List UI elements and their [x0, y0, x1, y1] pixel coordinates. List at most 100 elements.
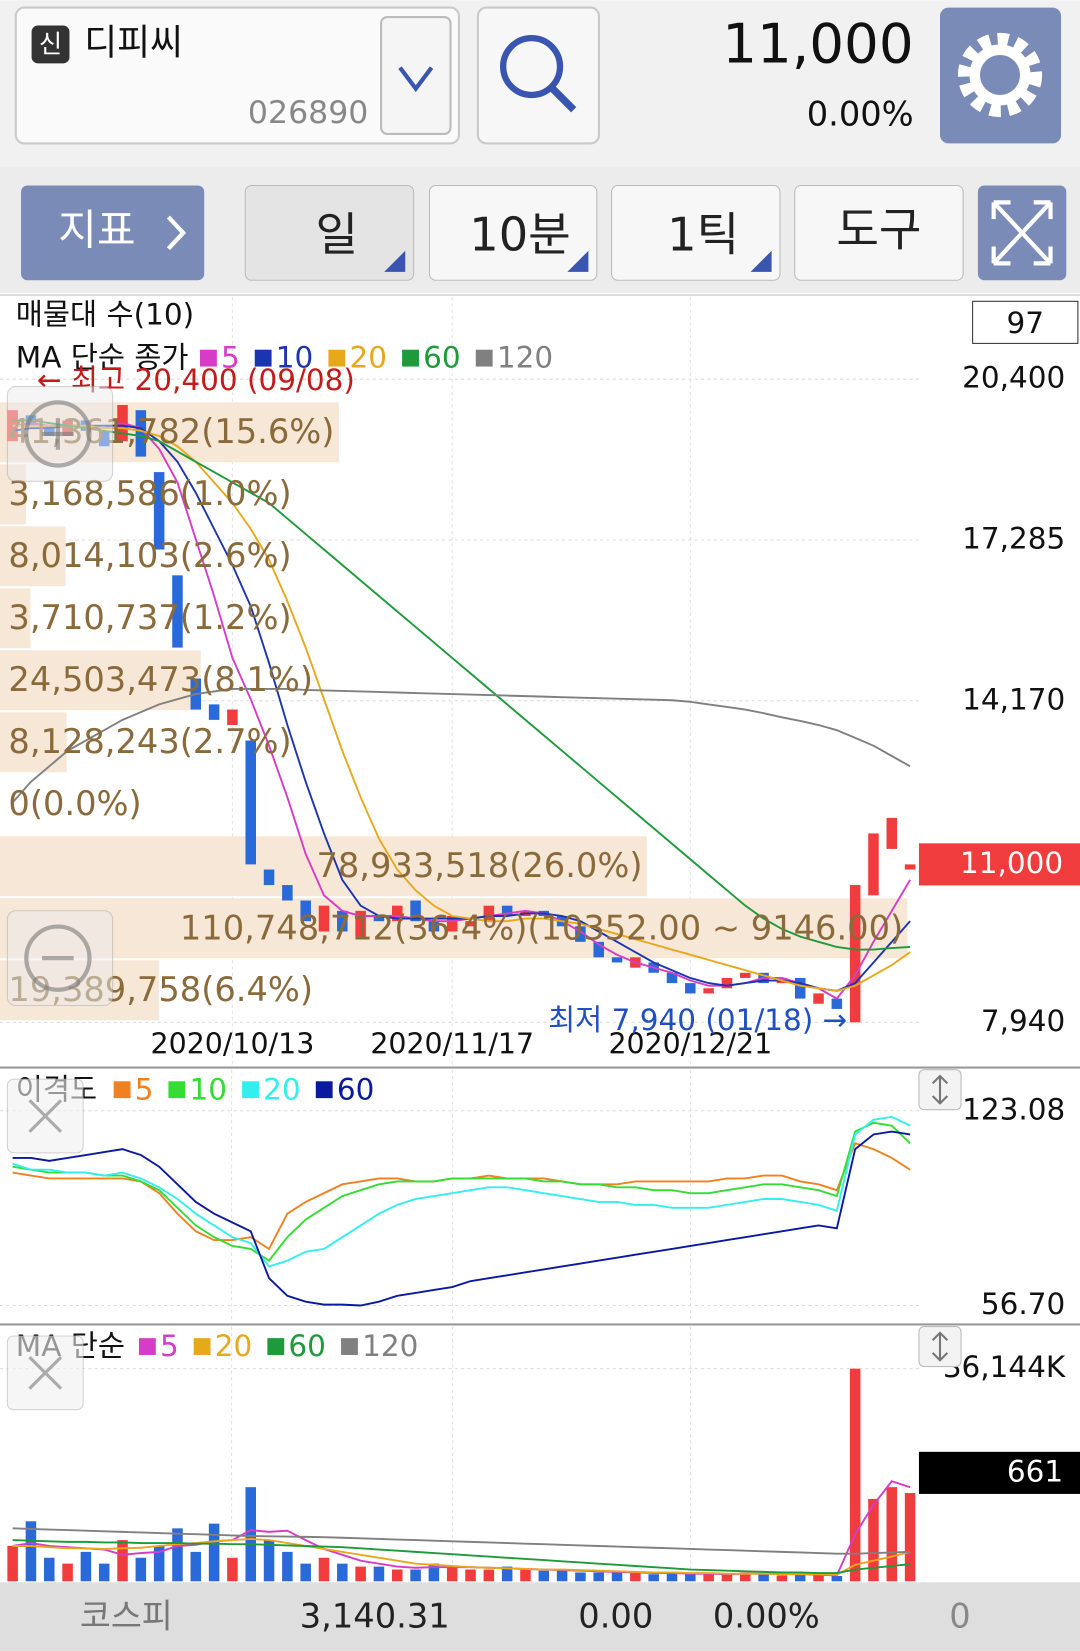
legend-swatch	[254, 349, 272, 367]
close-icon	[28, 1099, 63, 1133]
y-tick-label: 14,170	[962, 682, 1065, 716]
price: 11,000	[722, 12, 913, 76]
volume-bar	[428, 1563, 440, 1582]
search-handle	[548, 85, 577, 113]
volume-bar	[80, 1551, 92, 1582]
count: 97	[1007, 306, 1045, 340]
volume-bar	[300, 1563, 311, 1582]
indicator-button[interactable]	[21, 185, 205, 281]
ma-line	[12, 1130, 911, 1307]
volume-bar	[831, 1575, 843, 1582]
candle	[355, 910, 366, 937]
volume-bar	[630, 1572, 641, 1582]
y-tick-label: 36,144K	[943, 1350, 1066, 1384]
legend-swatch	[193, 1338, 211, 1355]
volume-bar	[245, 1487, 256, 1582]
volume-bar	[758, 1574, 769, 1582]
volume-bar	[190, 1551, 202, 1582]
gear-teeth	[957, 32, 1043, 118]
volume-profile-label: 3,710,737(1.2%)	[8, 598, 291, 637]
candle	[904, 864, 916, 870]
candle	[446, 916, 458, 932]
volume-bar	[611, 1572, 623, 1582]
legend-label: 5	[135, 1072, 154, 1106]
candle	[740, 972, 751, 978]
legend-label: 120	[497, 341, 553, 375]
legend-label: 20	[263, 1072, 301, 1106]
volume-bar	[373, 1566, 385, 1582]
volume-bar	[153, 1545, 165, 1582]
legend-swatch	[315, 1081, 333, 1099]
legend-swatch	[200, 349, 217, 367]
indicator-label: 지표	[58, 205, 135, 254]
candle	[886, 817, 898, 849]
volume-bar	[446, 1566, 458, 1582]
volume-bar	[685, 1574, 696, 1582]
candle	[611, 957, 623, 963]
volume-bar	[227, 1557, 238, 1582]
current-volume: 661	[1007, 1454, 1063, 1488]
legend-swatch	[138, 1338, 156, 1355]
y-tick-label: 17,285	[962, 521, 1065, 555]
candle	[849, 885, 861, 1023]
dropdown[interactable]	[380, 16, 452, 135]
legend-swatch	[242, 1081, 259, 1099]
ma-line	[12, 1537, 911, 1576]
ma-line	[12, 424, 911, 992]
x-tick-label: 2020/11/17	[370, 1028, 534, 1061]
stock-box[interactable]	[14, 6, 460, 145]
candle	[428, 921, 440, 932]
volume-bar	[501, 1566, 513, 1582]
candle	[685, 983, 696, 994]
legend-swatch	[113, 1081, 131, 1099]
tick-label: 1틱	[667, 208, 739, 262]
x-tick-label: 2020/12/21	[608, 1028, 772, 1061]
candle	[593, 941, 604, 958]
legend-swatch	[402, 349, 419, 367]
volume-bar	[263, 1540, 275, 1582]
chart-layers: 2020/10/13 2020/11/17 2020/12/21 20,400 17,2…	[0, 297, 1080, 1582]
volume-profile-label: 0(0.0%)	[8, 784, 141, 823]
legend-label: 60	[337, 1072, 375, 1106]
volume-bar	[98, 1563, 110, 1582]
tick-button[interactable]	[611, 184, 781, 281]
candle	[300, 900, 311, 922]
ma-line	[12, 1539, 911, 1575]
candle	[483, 905, 495, 922]
minute-button[interactable]	[428, 184, 598, 281]
search-button[interactable]	[476, 6, 600, 145]
candle	[208, 704, 220, 720]
volume-bar	[849, 1368, 861, 1582]
ma-line	[12, 1115, 911, 1268]
candle	[703, 988, 714, 994]
legend-label: 10	[189, 1072, 227, 1106]
candle	[245, 740, 256, 865]
volume-profile-bar	[0, 526, 66, 587]
current-price-box	[918, 843, 1080, 886]
index-change: 0.00	[578, 1597, 653, 1636]
legend-label: 5	[160, 1329, 179, 1363]
volume-bar	[117, 1540, 128, 1582]
current-price-label: 11,000	[960, 846, 1063, 880]
volume-bar	[62, 1563, 73, 1582]
volume-bar	[25, 1521, 37, 1582]
settings-button[interactable]	[940, 7, 1062, 144]
volume-bar	[282, 1551, 293, 1582]
legend-label: 20	[215, 1329, 253, 1363]
period-button[interactable]	[244, 184, 415, 281]
volume-bar	[648, 1574, 659, 1582]
volume-profile-label: 8,128,243(2.7%)	[8, 722, 291, 761]
tools-button[interactable]	[794, 184, 964, 281]
index-change-pct: 0.00%	[713, 1597, 820, 1636]
footer-bg	[0, 1582, 1080, 1651]
y-tick-label: 56.70	[981, 1287, 1065, 1321]
legend-label: 10	[276, 341, 314, 375]
badge-bg	[31, 25, 70, 64]
volume-profile-label: 8,014,103(2.6%)	[8, 536, 291, 575]
candle	[501, 905, 513, 917]
legend-swatch	[267, 1338, 285, 1355]
x-tick-label: 2020/10/13	[151, 1028, 315, 1061]
volume-bar	[465, 1569, 476, 1582]
volume-bar	[904, 1493, 916, 1582]
